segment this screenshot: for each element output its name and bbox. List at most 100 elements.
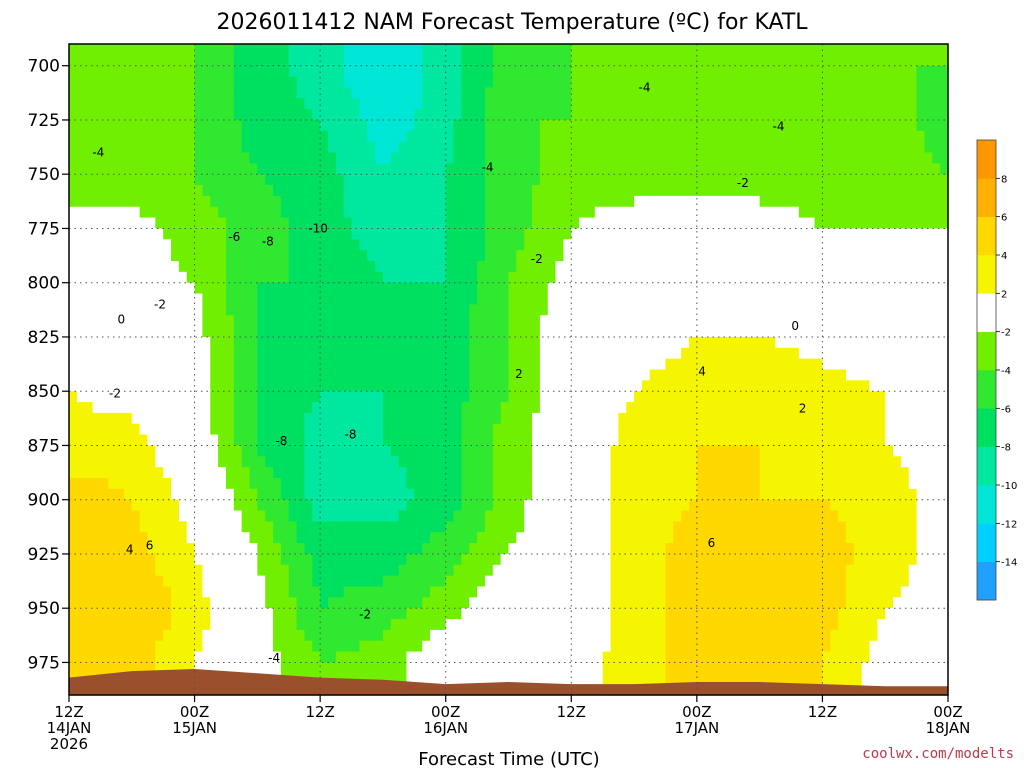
temperature-cell: [288, 54, 298, 67]
temperature-cell: [437, 347, 447, 360]
temperature-cell: [171, 304, 180, 316]
temperature-cell: [265, 152, 274, 164]
temperature-cell: [618, 54, 627, 67]
temperature-cell: [108, 163, 117, 175]
temperature-cell: [437, 250, 447, 262]
temperature-cell: [814, 261, 824, 273]
temperature-cell: [155, 510, 164, 522]
temperature-cell: [327, 347, 337, 360]
temperature-cell: [594, 434, 604, 447]
temperature-cell: [712, 336, 721, 349]
temperature-cell: [492, 271, 502, 284]
temperature-cell: [178, 412, 188, 425]
temperature-cell: [783, 456, 792, 468]
temperature-cell: [296, 521, 306, 533]
temperature-cell: [736, 456, 745, 468]
temperature-cell: [312, 445, 321, 457]
temperature-cell: [359, 206, 368, 219]
temperature-cell: [375, 185, 384, 197]
temperature-cell: [233, 98, 243, 110]
temperature-cell: [390, 87, 400, 99]
temperature-cell: [743, 412, 753, 425]
temperature-cell: [139, 412, 149, 425]
temperature-cell: [547, 521, 557, 533]
temperature-cell: [696, 391, 706, 403]
temperature-cell: [84, 380, 94, 392]
temperature-cell: [218, 185, 227, 197]
temperature-cell: [92, 98, 101, 110]
temperature-cell: [406, 185, 415, 197]
temperature-cell: [845, 163, 855, 175]
temperature-cell: [791, 54, 800, 67]
temperature-cell: [900, 44, 910, 56]
temperature-cell: [461, 499, 470, 512]
temperature-cell: [610, 282, 619, 295]
temperature-cell: [437, 467, 447, 479]
temperature-cell: [477, 521, 486, 533]
temperature-cell: [838, 402, 847, 414]
temperature-cell: [241, 336, 251, 349]
temperature-cell: [139, 65, 149, 78]
temperature-cell: [586, 293, 596, 305]
temperature-cell: [516, 434, 525, 447]
temperature-cell: [335, 402, 345, 414]
temperature-cell: [743, 510, 753, 522]
temperature-cell: [367, 163, 376, 175]
temperature-cell: [649, 87, 659, 99]
temperature-cell: [123, 76, 133, 88]
temperature-cell: [155, 434, 164, 447]
temperature-cell: [940, 54, 949, 67]
temperature-cell: [288, 119, 298, 132]
temperature-cell: [579, 195, 588, 208]
temperature-cell: [681, 499, 690, 512]
temperature-cell: [665, 217, 674, 230]
temperature-cell: [586, 347, 596, 360]
temperature-cell: [775, 347, 784, 360]
temperature-cell: [155, 76, 164, 88]
temperature-cell: [273, 271, 282, 284]
temperature-cell: [932, 185, 941, 197]
temperature-cell: [265, 391, 274, 403]
temperature-cell: [92, 239, 101, 251]
temperature-cell: [814, 402, 824, 414]
temperature-cell: [696, 261, 706, 273]
temperature-cell: [484, 130, 494, 143]
temperature-cell: [594, 488, 604, 501]
temperature-cell: [257, 510, 266, 522]
temperature-cell: [838, 109, 847, 121]
temperature-cell: [743, 87, 753, 99]
temperature-cell: [225, 336, 235, 349]
temperature-cell: [484, 315, 494, 327]
temperature-cell: [500, 163, 510, 175]
temperature-cell: [343, 44, 353, 56]
temperature-cell: [69, 130, 78, 143]
temperature-cell: [257, 206, 266, 219]
temperature-cell: [327, 434, 337, 447]
temperature-cell: [398, 467, 408, 479]
temperature-cell: [155, 326, 164, 338]
temperature-cell: [422, 195, 431, 208]
temperature-cell: [359, 434, 368, 447]
temperature-cell: [853, 206, 863, 219]
temperature-cell: [249, 445, 258, 457]
temperature-cell: [139, 195, 149, 208]
temperature-cell: [241, 347, 251, 360]
temperature-cell: [76, 293, 86, 305]
temperature-cell: [241, 402, 251, 414]
temperature-cell: [453, 521, 463, 533]
temperature-cell: [838, 228, 847, 240]
temperature-cell: [335, 109, 345, 121]
temperature-cell: [430, 315, 439, 327]
temperature-cell: [69, 499, 78, 512]
temperature-cell: [210, 87, 219, 99]
temperature-cell: [320, 521, 329, 533]
temperature-cell: [689, 185, 698, 197]
temperature-cell: [579, 412, 588, 425]
temperature-cell: [233, 304, 243, 316]
temperature-cell: [932, 380, 941, 392]
temperature-cell: [76, 206, 86, 219]
temperature-cell: [508, 434, 517, 447]
temperature-cell: [335, 456, 345, 468]
temperature-cell: [861, 87, 871, 99]
temperature-cell: [469, 445, 478, 457]
